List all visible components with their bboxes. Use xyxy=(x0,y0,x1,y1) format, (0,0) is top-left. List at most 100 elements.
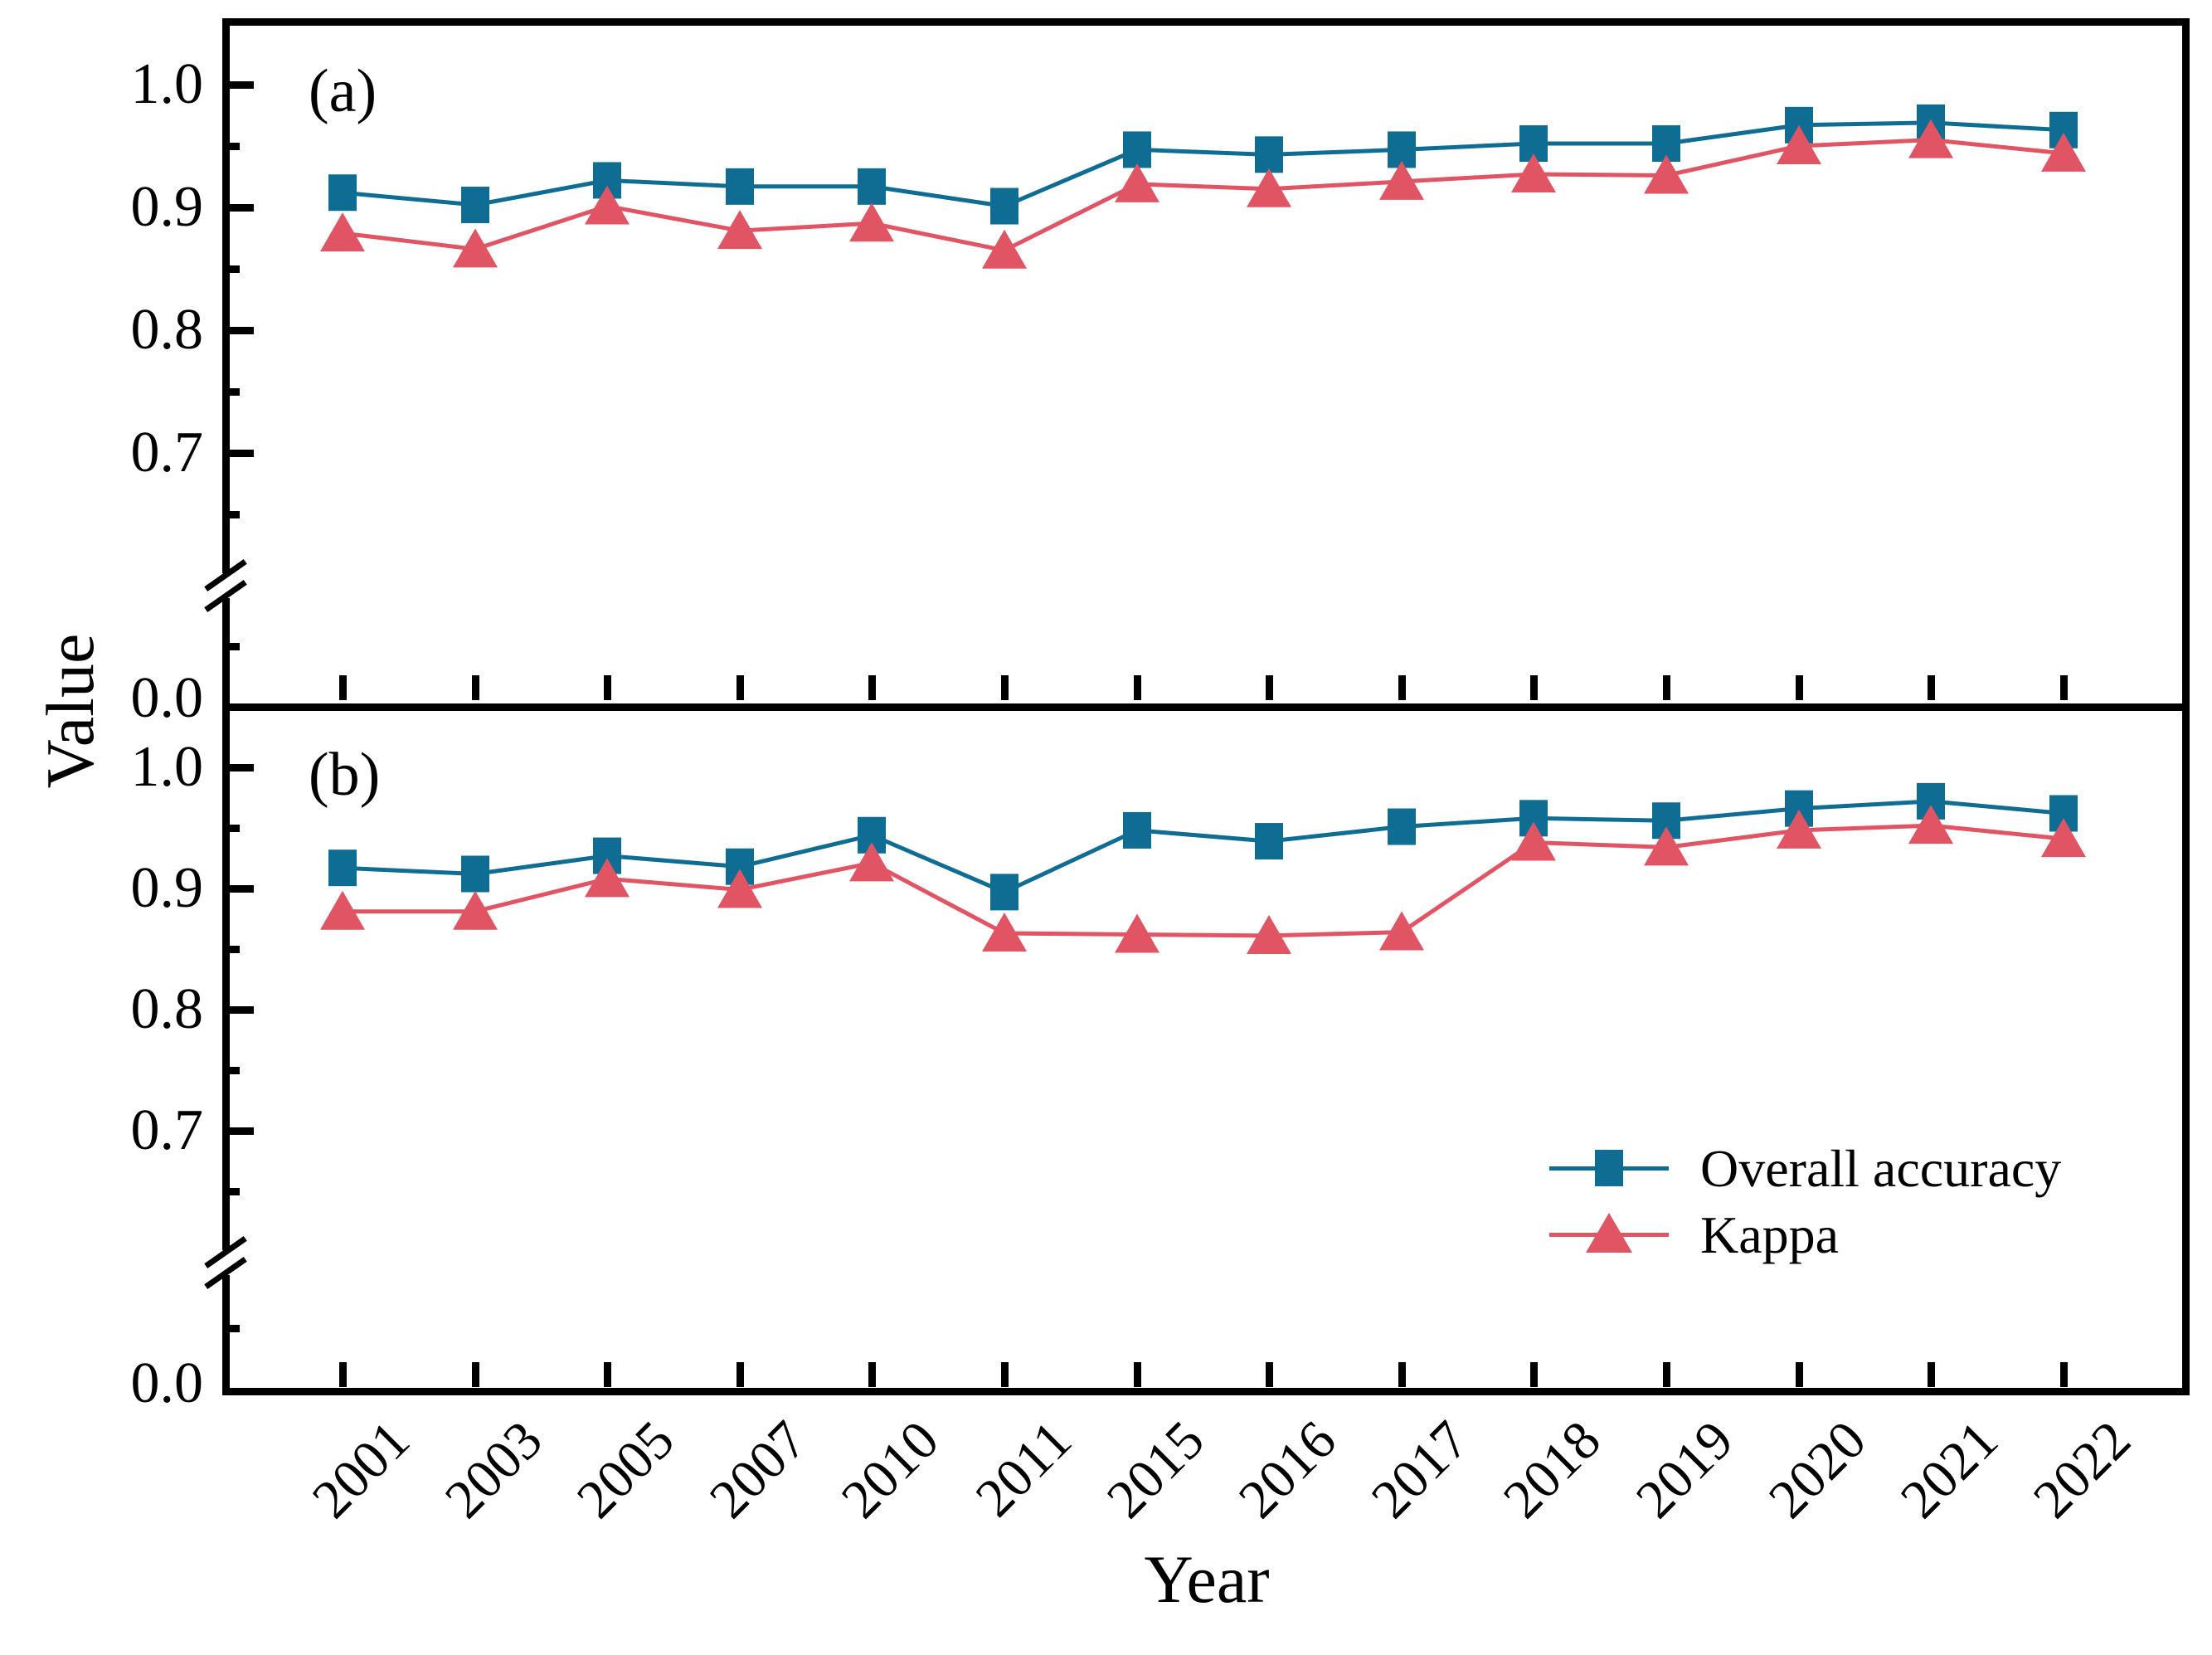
y-minor-tick xyxy=(226,388,240,396)
y-major-tick xyxy=(226,204,254,212)
y-major-tick xyxy=(226,81,254,89)
overall-accuracy-square-marker xyxy=(461,855,489,893)
y-minor-tick xyxy=(226,265,240,273)
y-minor-tick xyxy=(226,1325,240,1332)
y-tick-label: 0.8 xyxy=(130,977,204,1041)
y-minor-tick xyxy=(226,1067,240,1074)
overall-accuracy-square-marker xyxy=(328,174,357,212)
panel-b-label: (b) xyxy=(309,741,381,809)
x-tick xyxy=(1796,675,1803,700)
x-tick xyxy=(1266,1362,1273,1387)
kappa-triangle-marker xyxy=(453,890,498,930)
kappa-triangle-marker xyxy=(1247,168,1291,207)
y-minor-tick xyxy=(226,946,240,953)
y-tick-label: 0.9 xyxy=(130,175,204,239)
y-minor-tick xyxy=(226,1188,240,1195)
kappa-triangle-marker xyxy=(1115,163,1159,202)
y-major-tick xyxy=(226,764,254,772)
kappa-legend-label: Kappa xyxy=(1700,1205,1840,1264)
kappa-triangle-marker xyxy=(1511,153,1556,193)
x-tick xyxy=(2060,675,2068,700)
kappa-triangle-marker xyxy=(1777,125,1821,164)
panel-divider-line xyxy=(222,703,2190,711)
overall-accuracy-square-marker xyxy=(990,874,1018,911)
overall-accuracy-square-marker xyxy=(1255,136,1283,173)
y-major-tick xyxy=(226,327,254,334)
overall-accuracy-square-marker xyxy=(1388,808,1416,845)
kappa-triangle-marker xyxy=(982,913,1027,952)
kappa-triangle-marker xyxy=(1247,914,1291,954)
overall-accuracy-square-marker xyxy=(1123,131,1151,168)
y-tick-label: 0.7 xyxy=(130,1098,204,1162)
overall-accuracy-square-marker xyxy=(461,187,489,224)
y-minor-tick xyxy=(226,825,240,832)
y-major-tick xyxy=(226,1127,254,1135)
overall-accuracy-line-panel-a xyxy=(342,120,2064,209)
kappa-triangle-marker xyxy=(849,202,894,242)
x-tick xyxy=(1001,675,1009,700)
kappa-triangle-marker xyxy=(1379,911,1424,951)
overall-accuracy-legend-label: Overall accuracy xyxy=(1700,1139,2062,1198)
x-tick xyxy=(1928,675,1935,700)
x-tick xyxy=(868,1362,876,1387)
y-tick-label: 0.0 xyxy=(130,1351,204,1415)
x-tick xyxy=(2060,1362,2068,1387)
x-tick xyxy=(472,1362,479,1387)
x-tick xyxy=(737,1362,744,1387)
kappa-line-panel-b xyxy=(343,823,2064,938)
x-tick xyxy=(1663,1362,1670,1387)
y-tick-label: 0.0 xyxy=(130,666,204,730)
y-tick-label: 0.8 xyxy=(130,298,204,362)
x-tick xyxy=(1398,675,1406,700)
y-minor-tick xyxy=(226,643,240,650)
kappa-triangle-marker xyxy=(717,869,762,908)
kappa-triangle-marker xyxy=(320,890,365,930)
kappa-triangle-marker xyxy=(1908,119,1953,158)
y-tick-label: 0.7 xyxy=(130,421,204,484)
overall-accuracy-square-marker xyxy=(1255,823,1283,860)
kappa-triangle-marker xyxy=(2041,132,2086,172)
x-tick xyxy=(1663,675,1670,700)
x-tick xyxy=(1266,675,1273,700)
x-tick xyxy=(737,675,744,700)
y-major-tick xyxy=(226,450,254,457)
x-tick xyxy=(1398,1362,1406,1387)
kappa-triangle-marker xyxy=(320,212,365,252)
overall-accuracy-line-panel-b xyxy=(342,799,2064,895)
x-tick xyxy=(1796,1362,1803,1387)
x-tick xyxy=(1928,1362,1935,1387)
x-tick xyxy=(1134,1362,1141,1387)
overall-accuracy-square-marker xyxy=(990,187,1018,225)
x-tick xyxy=(339,1362,347,1387)
x-tick xyxy=(604,1362,611,1387)
x-tick xyxy=(472,675,479,700)
x-tick xyxy=(604,675,611,700)
panel-a-label: (a) xyxy=(309,57,377,125)
kappa-triangle-marker xyxy=(982,229,1027,269)
overall-accuracy-square-marker xyxy=(328,849,357,887)
x-tick xyxy=(1001,1362,1009,1387)
x-axis-title: Year xyxy=(1144,1541,1270,1617)
x-tick xyxy=(1134,675,1141,700)
y-tick-label: 0.9 xyxy=(130,856,204,920)
overall-accuracy-legend-marker xyxy=(1595,1150,1623,1186)
overall-accuracy-square-marker xyxy=(858,168,886,205)
kappa-triangle-marker xyxy=(585,185,630,225)
kappa-triangle-marker xyxy=(717,210,762,250)
x-tick xyxy=(868,675,876,700)
x-tick xyxy=(1530,1362,1538,1387)
kappa-legend-marker xyxy=(1586,1213,1632,1253)
overall-accuracy-square-marker xyxy=(726,168,754,205)
kappa-triangle-marker xyxy=(1908,805,1953,845)
kappa-triangle-marker xyxy=(2041,818,2086,858)
kappa-triangle-marker xyxy=(1115,913,1159,953)
kappa-triangle-marker xyxy=(453,228,498,268)
y-tick-label: 1.0 xyxy=(130,52,204,116)
kappa-triangle-marker xyxy=(1644,826,1689,866)
y-tick-label: 1.0 xyxy=(130,735,204,799)
kappa-triangle-marker xyxy=(1379,160,1424,200)
kappa-triangle-marker xyxy=(1777,809,1821,849)
x-tick xyxy=(1530,675,1538,700)
